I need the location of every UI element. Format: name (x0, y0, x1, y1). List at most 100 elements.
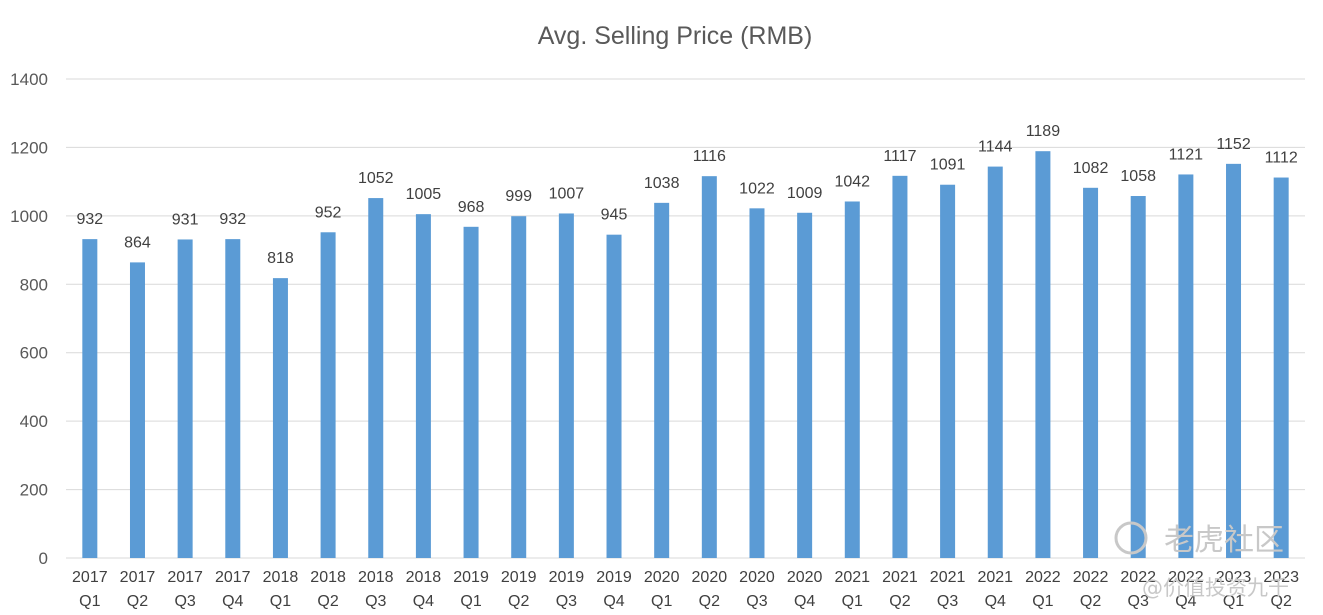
x-axis-ticks: 2017 Q1 2017 Q2 2017 Q3 2017 Q4 2018 Q1 2018 Q2 2018… (72, 569, 1299, 610)
bar (1130, 196, 1146, 558)
x-tick-year: 2022 (1073, 569, 1109, 586)
x-tick-quarter: Q4 (794, 593, 815, 610)
x-tick-quarter: Q2 (1080, 593, 1101, 610)
bar (129, 262, 145, 558)
data-label: 1052 (358, 170, 394, 187)
x-tick-year: 2017 (167, 569, 203, 586)
data-label: 952 (315, 204, 342, 221)
data-label: 968 (458, 199, 485, 216)
bar (368, 198, 384, 558)
x-tick-quarter: Q1 (842, 593, 863, 610)
x-tick-year: 2020 (644, 569, 680, 586)
data-label: 1082 (1073, 160, 1109, 177)
x-tick-year: 2021 (882, 569, 918, 586)
data-label: 945 (601, 207, 628, 224)
data-label: 818 (267, 250, 294, 267)
x-tick-quarter: Q2 (1271, 593, 1292, 610)
x-tick-year: 2018 (358, 569, 394, 586)
y-tick-label: 200 (20, 481, 48, 500)
data-label: 1058 (1120, 168, 1156, 185)
y-tick-label: 1400 (10, 70, 48, 89)
chart-title: Avg. Selling Price (RMB) (538, 22, 813, 50)
bar (606, 234, 622, 559)
x-tick-quarter: Q2 (889, 593, 910, 610)
x-tick-year: 2018 (406, 569, 442, 586)
x-tick-quarter: Q4 (985, 593, 1006, 610)
data-label: 1042 (834, 173, 870, 190)
data-label: 1116 (693, 148, 726, 165)
data-label: 1144 (978, 139, 1013, 156)
bar (892, 175, 908, 559)
watermark-handle: @价值投资九千 (1142, 576, 1289, 600)
watermark-brand: 老虎社区 (1164, 523, 1284, 558)
data-label: 999 (505, 188, 532, 205)
y-tick-label: 1200 (10, 138, 48, 157)
bar (558, 213, 574, 558)
x-tick-quarter: Q1 (651, 593, 672, 610)
data-label: 1152 (1216, 136, 1251, 153)
data-label: 1189 (1026, 123, 1061, 140)
y-axis-ticks: 0 200 400 600 800 1000 1200 1400 (10, 70, 48, 568)
data-label: 1121 (1169, 146, 1204, 163)
x-tick-quarter: Q3 (1128, 593, 1149, 610)
x-tick-year: 2019 (596, 569, 632, 586)
data-label: 1009 (787, 185, 823, 202)
x-tick-year: 2018 (263, 569, 299, 586)
x-tick-year: 2019 (501, 569, 537, 586)
bar (749, 208, 765, 558)
bar (320, 232, 336, 558)
x-tick-year: 2023 (1216, 569, 1252, 586)
bar (1083, 187, 1099, 558)
data-label: 931 (172, 211, 199, 228)
x-tick-quarter: Q2 (699, 593, 720, 610)
x-tick-year: 2021 (930, 569, 966, 586)
x-tick-year: 2021 (977, 569, 1013, 586)
x-tick-quarter: Q1 (460, 593, 481, 610)
y-tick-label: 600 (20, 344, 48, 363)
data-label: 932 (219, 211, 246, 228)
x-tick-quarter: Q1 (1223, 593, 1244, 610)
y-tick-label: 400 (20, 412, 48, 431)
x-tick-quarter: Q2 (127, 593, 148, 610)
x-tick-quarter: Q4 (1175, 593, 1196, 610)
bar (1226, 163, 1242, 558)
data-label: 932 (76, 211, 103, 228)
x-tick-year: 2022 (1168, 569, 1204, 586)
x-tick-year: 2020 (787, 569, 823, 586)
x-tick-year: 2019 (453, 569, 489, 586)
data-label: 1022 (739, 180, 775, 197)
x-tick-quarter: Q3 (746, 593, 767, 610)
x-tick-quarter: Q1 (270, 593, 291, 610)
data-label: 864 (124, 234, 151, 251)
x-tick-year: 2022 (1120, 569, 1156, 586)
bar (1273, 177, 1289, 558)
bar (415, 214, 431, 558)
bars (82, 151, 1289, 559)
x-tick-quarter: Q2 (508, 593, 529, 610)
bar (225, 239, 241, 558)
y-tick-label: 1000 (10, 207, 48, 226)
data-label: 1091 (930, 157, 966, 174)
x-tick-year: 2017 (120, 569, 156, 586)
bar (177, 239, 193, 558)
bar (1178, 174, 1194, 558)
x-tick-year: 2018 (310, 569, 346, 586)
x-tick-quarter: Q1 (79, 593, 100, 610)
x-tick-quarter: Q4 (413, 593, 434, 610)
bar (987, 166, 1003, 559)
y-tick-label: 0 (39, 549, 48, 568)
data-label: 1038 (644, 175, 680, 192)
watermark-logo-icon (1114, 521, 1148, 555)
bar (797, 212, 813, 558)
watermark: 老虎社区 @价值投资九千 (1114, 521, 1289, 600)
bar (844, 201, 860, 559)
x-tick-quarter: Q4 (603, 593, 624, 610)
y-tick-label: 800 (20, 275, 48, 294)
bar (82, 239, 98, 558)
x-tick-year: 2019 (549, 569, 585, 586)
x-tick-year: 2022 (1025, 569, 1061, 586)
data-label: 1007 (549, 185, 585, 202)
x-tick-quarter: Q4 (222, 593, 243, 610)
data-labels: 932 864 931 932 818 952 1052 1005 968 999 1007 945 1… (76, 123, 1297, 267)
